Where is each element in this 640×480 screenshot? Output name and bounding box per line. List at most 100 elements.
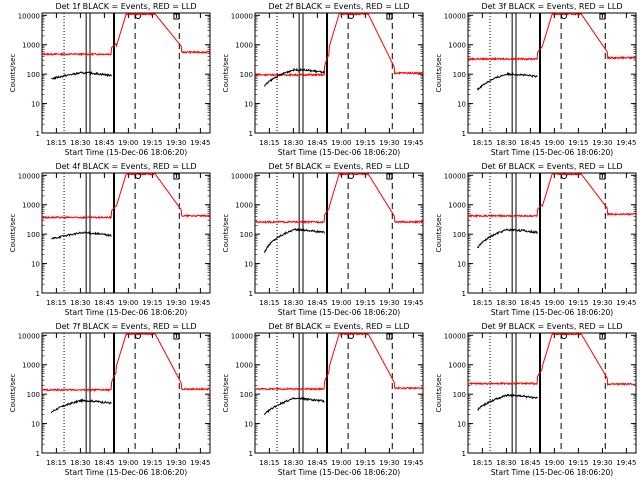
top-square-marker <box>386 13 393 20</box>
x-tick-label: 19:00 <box>544 139 564 147</box>
detector-panel-5: Det 5f BLACK = Events, RED = LLD 1 10 100 10… <box>222 162 424 317</box>
y-tick-label: 10 <box>31 421 40 429</box>
x-axis-label: Start Time (15-Dec-06 18:06:20) <box>278 308 400 317</box>
x-tick-label: 18:45 <box>94 459 114 467</box>
plot-frame <box>254 332 424 454</box>
y-tick-label: 1000 <box>235 42 253 50</box>
black-events-series <box>51 398 112 414</box>
x-tick-label: 18:15 <box>472 139 492 147</box>
x-tick-label: 19:45 <box>403 459 423 467</box>
x-tick-label: 19:30 <box>166 139 186 147</box>
y-tick-label: 10000 <box>18 172 40 180</box>
x-tick-label: 19:00 <box>118 139 138 147</box>
x-tick-label: 19:00 <box>118 299 138 307</box>
black-events-series <box>264 397 325 415</box>
y-tick-label: 1 <box>36 130 40 138</box>
detector-panel-3: Det 3f BLACK = Events, RED = LLD 1 10 100 10… <box>435 2 637 157</box>
black-events-series <box>264 67 325 87</box>
plot-frame <box>41 172 211 294</box>
y-tick-label: 100 <box>27 391 40 399</box>
detector-panel-4: Det 4f BLACK = Events, RED = LLD 1 10 100 10… <box>9 162 211 317</box>
y-tick-label: 10000 <box>231 332 253 340</box>
panel-title: Det 6f BLACK = Events, RED = LLD <box>481 162 622 171</box>
black-events-series <box>51 70 112 80</box>
panel-title: Det 7f BLACK = Events, RED = LLD <box>55 322 196 331</box>
y-tick-label: 1000 <box>235 202 253 210</box>
y-tick-label: 100 <box>240 231 253 239</box>
detector-panel-2: Det 2f BLACK = Events, RED = LLD 1 10 100 10… <box>222 2 424 157</box>
y-tick-label: 100 <box>240 71 253 79</box>
x-tick-label: 18:15 <box>46 299 66 307</box>
x-tick-label: 18:45 <box>307 459 327 467</box>
y-tick-label: 1 <box>462 290 466 298</box>
x-axis-label: Start Time (15-Dec-06 18:06:20) <box>278 468 400 477</box>
top-circle-marker <box>135 333 141 339</box>
x-tick-label: 18:15 <box>259 299 279 307</box>
y-tick-label: 1000 <box>22 42 40 50</box>
y-tick-label: 10000 <box>231 12 253 20</box>
x-tick-label: 19:45 <box>616 459 636 467</box>
x-tick-label: 19:15 <box>568 299 588 307</box>
x-tick-label: 18:45 <box>520 299 540 307</box>
x-tick-label: 18:30 <box>496 139 516 147</box>
y-tick-label: 10 <box>31 261 40 269</box>
black-events-series <box>51 231 112 240</box>
x-tick-label: 18:30 <box>496 299 516 307</box>
red-lld-series <box>467 331 637 387</box>
plot-frame <box>41 12 211 134</box>
x-tick-label: 18:15 <box>46 459 66 467</box>
top-square-marker <box>599 333 606 340</box>
red-lld-series <box>254 171 424 225</box>
y-axis-label: Counts/sec <box>435 54 443 93</box>
x-tick-label: 18:15 <box>46 139 66 147</box>
x-tick-label: 19:30 <box>166 459 186 467</box>
y-tick-label: 10000 <box>18 332 40 340</box>
black-events-series <box>264 227 325 253</box>
x-tick-label: 18:30 <box>70 139 90 147</box>
detector-panel-6: Det 6f BLACK = Events, RED = LLD 1 10 100 10… <box>435 162 637 317</box>
x-tick-label: 19:15 <box>568 459 588 467</box>
x-tick-label: 19:30 <box>592 139 612 147</box>
y-tick-label: 1000 <box>448 362 466 370</box>
x-tick-label: 18:45 <box>307 139 327 147</box>
plot-frame <box>254 172 424 294</box>
y-tick-label: 1 <box>462 450 466 458</box>
x-tick-label: 18:15 <box>472 459 492 467</box>
black-events-series <box>477 71 538 91</box>
x-tick-label: 18:45 <box>94 299 114 307</box>
y-tick-label: 10000 <box>231 172 253 180</box>
y-tick-label: 10 <box>244 101 253 109</box>
detector-panel-9: Det 9f BLACK = Events, RED = LLD 1 10 100 10… <box>435 322 637 477</box>
x-tick-label: 19:30 <box>379 459 399 467</box>
x-tick-label: 19:00 <box>544 299 564 307</box>
y-axis-label: Counts/sec <box>9 214 17 253</box>
x-tick-label: 18:30 <box>283 299 303 307</box>
top-square-marker <box>173 13 180 20</box>
plot-frame <box>467 332 637 454</box>
x-tick-label: 19:45 <box>190 139 210 147</box>
y-tick-label: 1 <box>249 130 253 138</box>
red-lld-series <box>41 331 211 393</box>
y-axis-label: Counts/sec <box>435 214 443 253</box>
black-events-series <box>477 228 538 249</box>
x-tick-label: 19:00 <box>331 459 351 467</box>
y-tick-label: 1000 <box>22 362 40 370</box>
x-axis-label: Start Time (15-Dec-06 18:06:20) <box>491 468 613 477</box>
x-axis-label: Start Time (15-Dec-06 18:06:20) <box>65 148 187 157</box>
x-tick-label: 18:15 <box>259 139 279 147</box>
y-tick-label: 1 <box>249 290 253 298</box>
red-lld-series <box>254 331 424 392</box>
x-tick-label: 19:00 <box>331 139 351 147</box>
x-tick-label: 19:15 <box>142 139 162 147</box>
plot-frame <box>467 172 637 294</box>
x-axis-label: Start Time (15-Dec-06 18:06:20) <box>278 148 400 157</box>
y-tick-label: 1000 <box>235 362 253 370</box>
x-tick-label: 19:00 <box>118 459 138 467</box>
panel-title: Det 5f BLACK = Events, RED = LLD <box>268 162 409 171</box>
x-tick-label: 19:15 <box>142 459 162 467</box>
top-circle-marker <box>561 173 567 179</box>
x-tick-label: 19:15 <box>568 139 588 147</box>
y-tick-label: 10 <box>31 101 40 109</box>
y-axis-label: Counts/sec <box>222 374 230 413</box>
detector-panel-7: Det 7f BLACK = Events, RED = LLD 1 10 100 10… <box>9 322 211 477</box>
